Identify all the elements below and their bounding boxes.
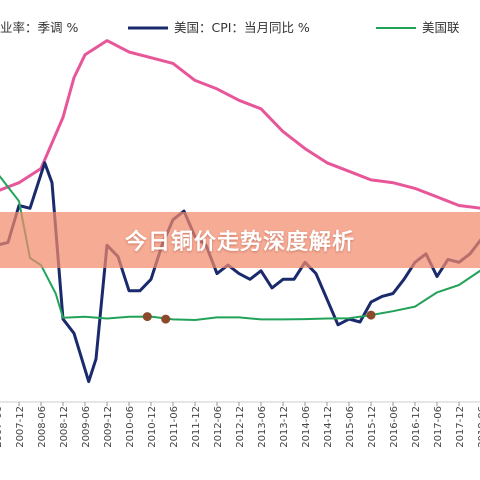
x-tick-label: 2011-12 [191, 406, 202, 448]
x-tick-label: 2009-12 [103, 406, 114, 448]
x-tick-label: 2010-06 [125, 406, 136, 448]
legend-entry-cpi: 美国：CPI：当月同比 % [174, 20, 310, 35]
x-tick-label: 2012-12 [235, 406, 246, 448]
banner-title: 今日铜价走势深度解析 [124, 230, 355, 255]
x-tick-label: 2017-12 [455, 406, 466, 448]
x-tick-label: 2014-12 [323, 406, 334, 448]
x-tick-label: 2017-06 [433, 406, 444, 448]
series-line-cpi [0, 161, 480, 384]
x-tick-label: 2013-12 [279, 406, 290, 448]
x-tick-label: 2015-06 [345, 406, 356, 448]
data-marker-1 [161, 314, 171, 324]
x-tick-label: 2007-06 [0, 406, 4, 448]
x-tick-label: 2016-06 [389, 406, 400, 448]
data-marker-2 [366, 310, 376, 320]
x-tick-label: 2012-06 [213, 406, 224, 448]
x-tick-label: 2015-12 [367, 406, 378, 448]
x-tick-label: 2008-12 [59, 406, 70, 448]
legend-entry-fed: 美国联 [422, 20, 460, 35]
x-tick-label: 2018-06 [477, 406, 480, 448]
x-tick-label: 2010-12 [147, 406, 158, 448]
x-tick-label: 2008-06 [37, 406, 48, 448]
x-tick-label: 2011-06 [169, 406, 180, 448]
title-banner: 今日铜价走势深度解析 [0, 212, 480, 268]
series-line-unemployment [0, 39, 480, 210]
legend-entry-unemployment: 业率：季调 % [0, 20, 78, 35]
x-tick-label: 2013-06 [257, 406, 268, 448]
x-tick-label: 2014-06 [301, 406, 312, 448]
x-tick-label: 2009-06 [81, 406, 92, 448]
x-axis: 2007-06 2007-12 2008-06 2008-12 2009-06 2009-… [0, 401, 480, 448]
x-tick-label: 2016-12 [411, 406, 422, 448]
x-tick-label: 2007-12 [15, 406, 26, 448]
data-marker-0 [142, 312, 152, 322]
legend: 业率：季调 % 美国：CPI：当月同比 % 美国联 [0, 20, 460, 35]
